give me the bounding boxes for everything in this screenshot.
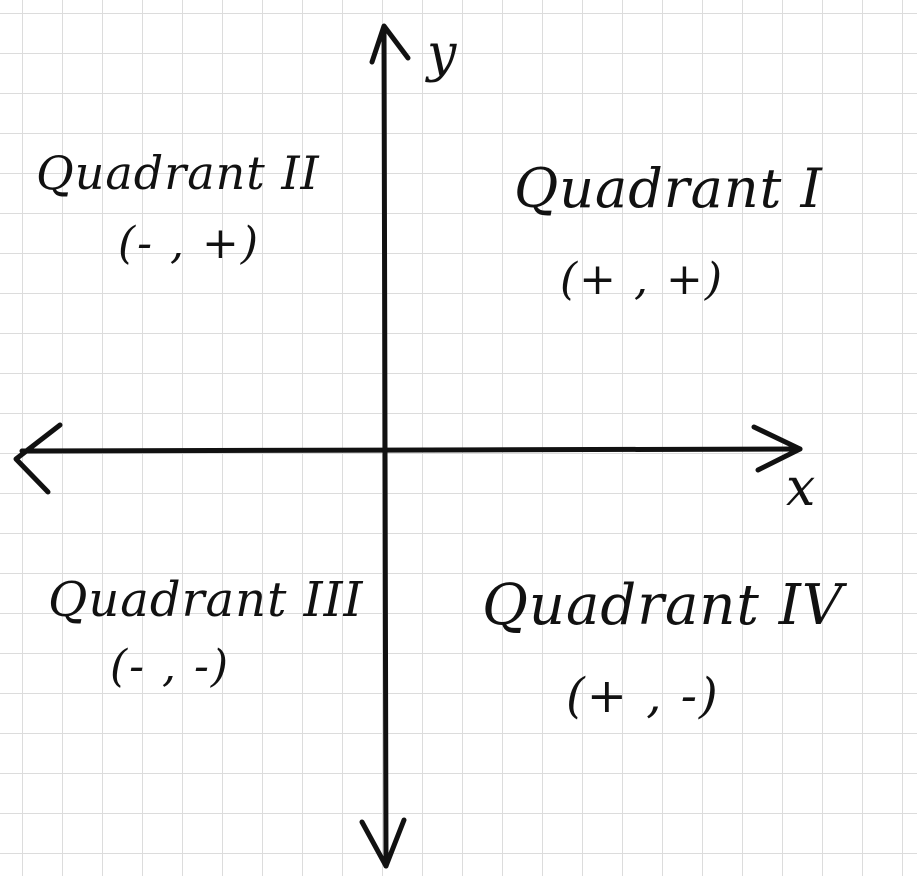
quadrant-3-signs: (- , -) [110, 641, 231, 692]
quadrant-1-name: Quadrant I [514, 157, 823, 220]
y-axis-bottom-arrowhead [359, 817, 407, 869]
y-axis-top-arrowhead [369, 23, 411, 65]
x-axis-line [19, 446, 803, 454]
quadrant-2-signs: (- , +) [118, 218, 261, 269]
x-axis-left-arrowhead [13, 422, 63, 495]
quadrant-4-name: Quadrant IV [482, 573, 844, 638]
quadrant-2-name: Quadrant II [36, 146, 320, 200]
quadrant-4-signs: (+ , -) [566, 668, 720, 724]
quadrant-3-name: Quadrant III [48, 572, 364, 628]
y-axis-line [381, 25, 389, 869]
x-axis-label: x [786, 458, 816, 518]
x-axis-right-arrowhead [751, 424, 803, 473]
y-axis-label: y [427, 24, 457, 84]
quadrant-1-signs: (+ , +) [560, 254, 725, 305]
